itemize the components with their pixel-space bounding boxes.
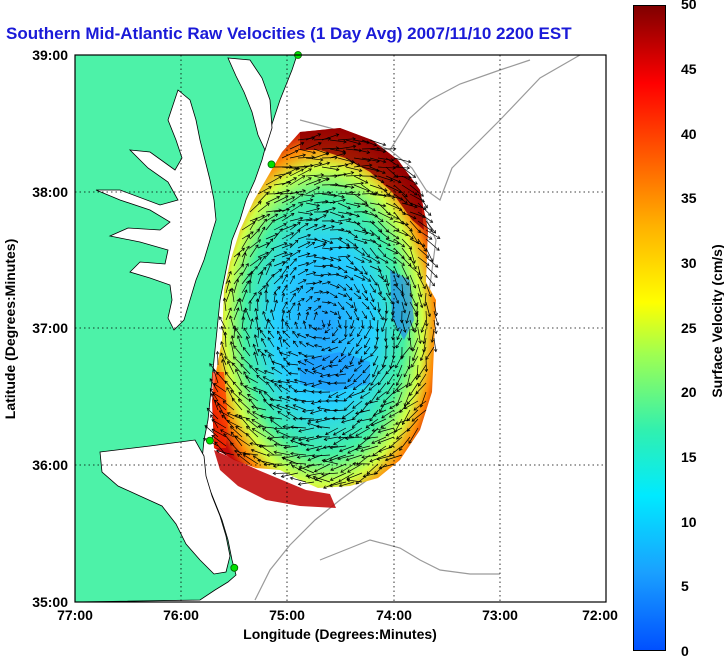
colorbar-tick-label: 20 bbox=[681, 384, 697, 400]
y-tick-label: 38:00 bbox=[32, 184, 68, 200]
x-tick-label: 77:00 bbox=[57, 607, 93, 623]
chesapeake-bay bbox=[95, 89, 217, 331]
x-tick-label: 73:00 bbox=[482, 607, 518, 623]
x-axis-label: Longitude (Degrees:Minutes) bbox=[243, 626, 437, 642]
station-marker bbox=[205, 436, 214, 445]
x-tick-label: 76:00 bbox=[163, 607, 199, 623]
colorbar-tick-label: 10 bbox=[681, 514, 697, 530]
colorbar-tick-label: 45 bbox=[681, 61, 697, 77]
colorbar-tick-label: 15 bbox=[681, 449, 697, 465]
x-tick-label: 74:00 bbox=[376, 607, 412, 623]
y-tick-label: 37:00 bbox=[32, 320, 68, 336]
y-tick-label: 36:00 bbox=[32, 457, 68, 473]
x-tick-label: 75:00 bbox=[269, 607, 305, 623]
x-tick-label: 72:00 bbox=[582, 607, 618, 623]
grid-lines bbox=[75, 55, 606, 602]
colorbar-tick-label: 5 bbox=[681, 578, 689, 594]
velocity-hot-north bbox=[300, 128, 424, 230]
station-markers bbox=[205, 51, 302, 572]
colorbar-tick-label: 35 bbox=[681, 190, 697, 206]
bathymetry-contour bbox=[319, 539, 500, 575]
colorbar-tick-label: 0 bbox=[681, 643, 689, 659]
station-marker bbox=[230, 563, 239, 572]
colorbar-tick-label: 30 bbox=[681, 255, 697, 271]
map-title: Southern Mid-Atlantic Raw Velocities (1 … bbox=[6, 24, 572, 43]
colorbar-tick-label: 50 bbox=[681, 0, 697, 12]
velocity-hot-south bbox=[214, 450, 336, 508]
bathymetry-contour bbox=[389, 59, 531, 151]
colorbar bbox=[633, 5, 666, 651]
pamlico-sound bbox=[99, 439, 231, 575]
y-tick-label: 35:00 bbox=[32, 594, 68, 610]
y-axis-label: Latitude (Degrees:Minutes) bbox=[2, 238, 18, 420]
velocity-blue-east bbox=[390, 270, 414, 340]
velocity-vectors bbox=[202, 133, 441, 489]
station-marker bbox=[267, 160, 276, 169]
velocity-field bbox=[212, 128, 436, 488]
colorbar-tick-label: 40 bbox=[681, 126, 697, 142]
velocity-blue-center bbox=[300, 352, 370, 392]
delaware-bay bbox=[227, 57, 273, 152]
x-tick-labels: 77:00 76:00 75:00 74:00 73:00 72:00 bbox=[57, 607, 618, 623]
y-tick-label: 39:00 bbox=[32, 47, 68, 63]
y-tick-labels: 39:00 38:00 37:00 36:00 35:00 bbox=[32, 47, 68, 610]
colorbar-tick-label: 25 bbox=[681, 320, 697, 336]
plot-frame bbox=[74, 54, 607, 603]
colorbar-label: Surface Velocity (cm/s) bbox=[709, 244, 724, 398]
